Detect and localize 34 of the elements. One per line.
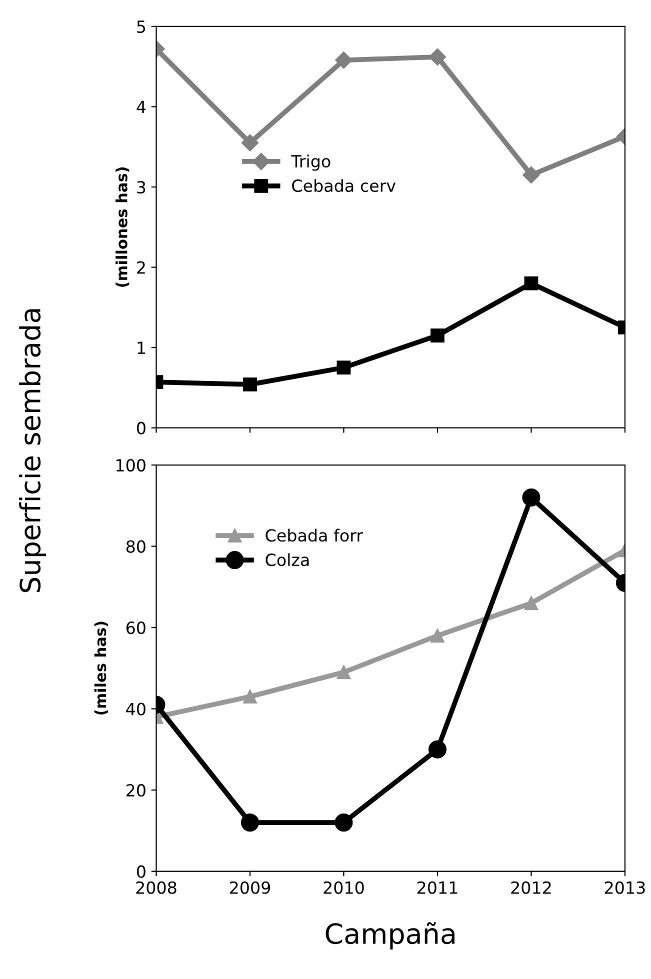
y-tick-label: 40 [126,702,146,716]
y-axis-title: (miles has) [94,622,108,715]
legend-label: Trigo [291,154,330,171]
legend-label: Cebada forr [266,528,364,542]
y-tick-label: 0 [137,422,146,434]
y-tick-label: 80 [126,540,146,553]
y-tick-label: 60 [126,622,146,634]
point [335,52,352,69]
y-tick-label: 4 [136,100,146,114]
x-tick-label: 2013 [604,881,645,894]
point [336,360,351,375]
point [430,628,444,643]
legend-label: Cebada cerv [292,179,396,192]
x-tick-label: 2011 [417,881,458,894]
x-tick-label: 2010 [324,881,364,894]
legend-label: Colza [266,553,309,566]
y-tick-label: 3 [137,180,146,194]
text: Superficie sembrada [19,309,46,592]
point [428,740,446,758]
point [428,48,446,66]
x-tick-label: 2009 [230,881,270,894]
point [336,665,351,680]
point [430,328,444,342]
x-axis-title: Campaña [326,922,454,950]
y-tick-label: 2 [137,261,145,274]
y-tick-label: 0 [137,865,146,878]
y-axis-title: (millones has) [116,167,130,287]
y-tick-label: 1 [138,342,145,354]
y-tick-label: 20 [126,784,146,797]
y-tick-label: 5 [137,20,146,33]
x-tick-label: 2012 [511,881,551,894]
y-tick-label: 100 [116,458,146,472]
x-tick-label: 2008 [136,881,176,894]
point [334,814,353,832]
